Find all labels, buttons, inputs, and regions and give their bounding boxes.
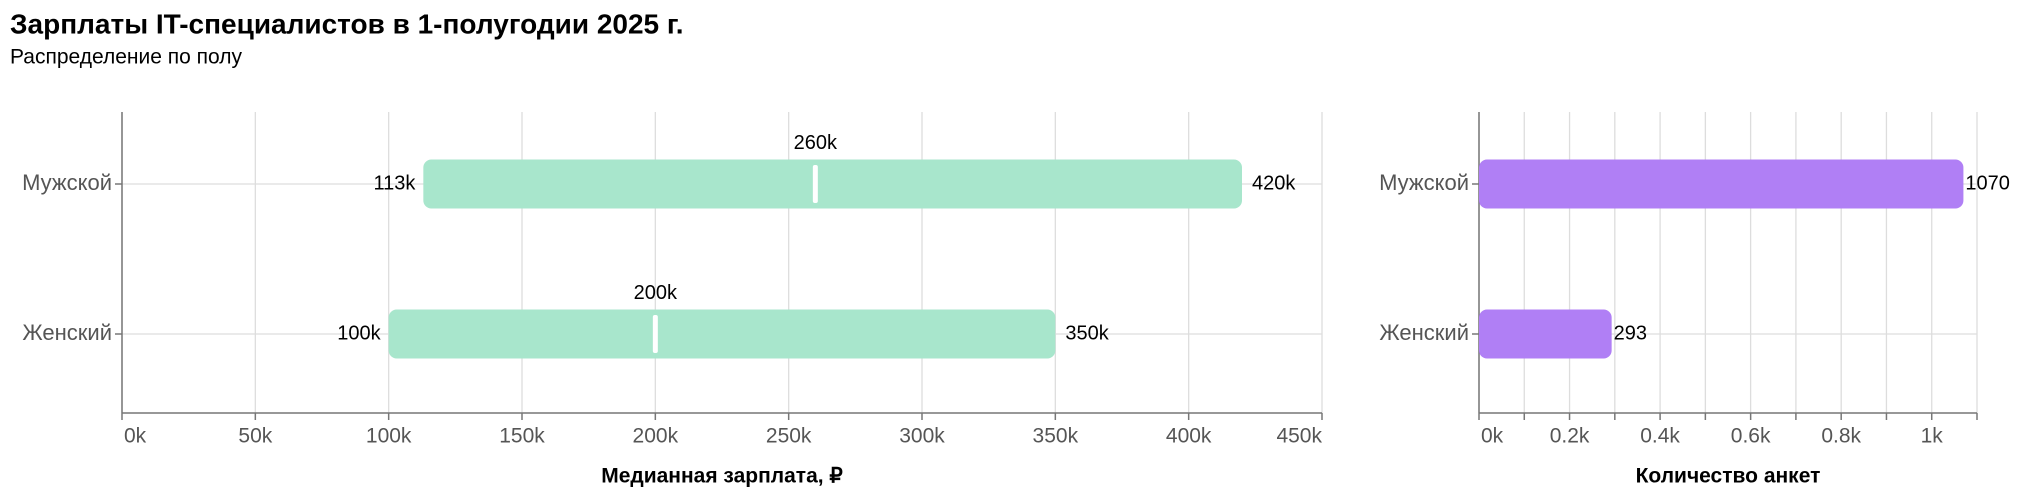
range-bar xyxy=(388,309,1056,359)
x-tick-label: 0.8k xyxy=(1821,425,1861,448)
x-axis-title: Количество анкет xyxy=(1636,465,1821,488)
x-axis-title: Медианная зарплата, ₽ xyxy=(601,465,843,488)
y-tick-label: Мужской xyxy=(22,170,112,195)
x-tick-label: 250k xyxy=(766,425,812,448)
y-tick-label: Женский xyxy=(22,320,112,345)
x-tick-label: 0.4k xyxy=(1640,425,1680,448)
value-label: 420k xyxy=(1252,172,1296,194)
bar xyxy=(1479,159,1964,209)
value-label: 350k xyxy=(1065,322,1109,344)
x-tick-label: 150k xyxy=(499,425,545,448)
median-marker xyxy=(652,315,658,353)
x-tick-label: 0k xyxy=(1481,425,1504,448)
x-tick-label: 50k xyxy=(238,425,272,448)
chart-title: Зарплаты IT-специалистов в 1-полугодии 2… xyxy=(10,8,684,39)
x-tick-label: 0.6k xyxy=(1731,425,1771,448)
chart-subtitle: Распределение по полу xyxy=(10,46,242,69)
value-label: 1070 xyxy=(1965,172,2010,194)
x-tick-label: 450k xyxy=(1276,425,1322,448)
value-label: 113k xyxy=(373,172,416,194)
x-tick-label: 200k xyxy=(633,425,679,448)
x-tick-label: 1k xyxy=(1921,425,1944,448)
x-tick-label: 100k xyxy=(366,425,412,448)
bar xyxy=(1479,309,1612,359)
median-marker xyxy=(812,165,818,203)
value-label: 200k xyxy=(634,282,678,304)
y-tick-label: Мужской xyxy=(1379,170,1469,195)
x-tick-label: 400k xyxy=(1166,425,1212,448)
x-tick-label: 0k xyxy=(124,425,147,448)
x-tick-label: 0.2k xyxy=(1550,425,1590,448)
value-label: 260k xyxy=(794,132,838,154)
value-label: 100k xyxy=(337,322,381,344)
x-tick-label: 300k xyxy=(899,425,945,448)
range-bar xyxy=(423,159,1242,209)
value-label: 293 xyxy=(1614,322,1647,344)
x-tick-label: 350k xyxy=(1033,425,1079,448)
y-tick-label: Женский xyxy=(1379,320,1469,345)
